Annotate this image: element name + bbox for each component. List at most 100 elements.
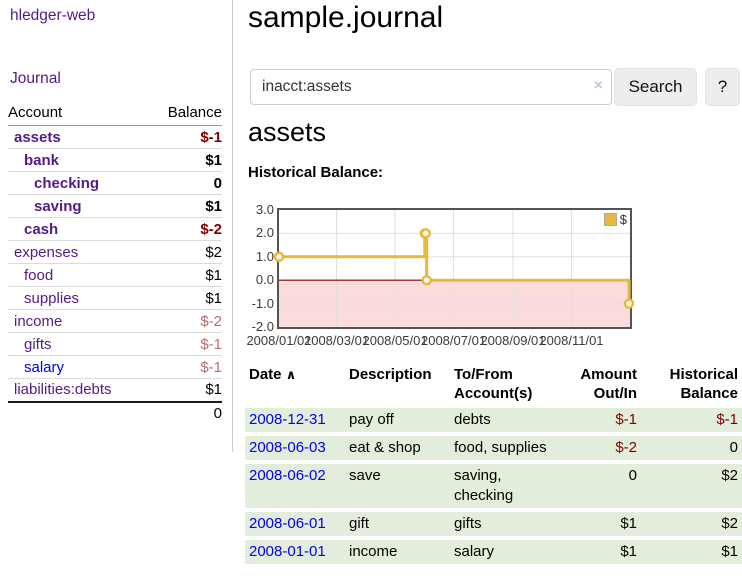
chart-ytick: 2.0 [255,225,274,241]
transaction-balance: $2 [641,464,742,508]
transaction-balance: $1 [641,540,742,564]
clear-search-icon[interactable]: × [593,77,603,94]
chart-ytick: 3.0 [255,202,274,217]
account-link-assets[interactable]: assets [14,128,61,146]
accounts-header-account: Account [8,101,149,126]
transaction-description: gift [345,512,450,536]
page-title: sample.journal [248,1,444,34]
transaction-date-link[interactable]: 2008-12-31 [249,411,326,428]
account-link-income[interactable]: income [14,312,63,330]
transaction-description: save [345,464,450,508]
account-link-expenses[interactable]: expenses [14,243,79,261]
account-row-income: income $-2 [8,309,222,333]
chart-xtick: 2008/05/01 [362,333,428,348]
chart-xtick: 2008/03/01 [303,333,370,348]
chart-xtick: 2008/11/01 [539,333,604,348]
chart-canvas [273,210,635,327]
register-row: 2008-01-01 income salary $1 $1 [245,540,742,564]
transaction-date-link[interactable]: 2008-06-02 [249,467,326,484]
transaction-amount: $-1 [560,408,641,432]
transaction-amount: $1 [560,540,641,564]
chart-title: Historical Balance: [248,164,384,181]
account-link-liabilities-debts[interactable]: liabilities:debts [14,381,112,399]
accounts-total-row: 0 [8,400,222,425]
account-link-cash[interactable]: cash [24,220,59,238]
account-row-saving: saving $1 [8,194,222,218]
sidebar: hledger-web Journal Account Balance asse… [0,0,233,452]
account-row-salary: salary $-1 [8,355,222,379]
accounts-total-value: 0 [148,400,222,425]
historical-balance-chart: 3.0 2.0 1.0 0.0 -1.0 -2.0 $ 2008/01/01 2… [246,200,668,350]
chart-ytick: -2.0 [251,319,274,334]
transaction-amount: 0 [560,464,641,508]
account-balance: $-2 [148,309,222,333]
account-link-salary[interactable]: salary [24,358,65,376]
account-link-checking[interactable]: checking [34,174,100,192]
register-header-amount: Amount Out/In [580,366,637,402]
transaction-tofrom: debts [450,408,560,432]
legend-label: $ [619,212,627,227]
transaction-description: eat & shop [345,436,450,460]
register-table-wrap: Date ∧ Description To/From Account(s) Am… [245,360,742,568]
account-link-food[interactable]: food [24,266,54,284]
account-link-bank[interactable]: bank [24,151,60,169]
account-row-supplies: supplies $1 [8,286,222,310]
transaction-date-link[interactable]: 2008-06-01 [249,515,326,532]
account-row-assets: assets $-1 [8,125,222,149]
register-header-description: Description [349,366,432,383]
transaction-description: pay off [345,408,450,432]
account-link-gifts[interactable]: gifts [24,335,52,353]
register-header-tofrom: To/From Account(s) [454,366,533,402]
chart-ytick: 0.0 [255,272,274,288]
account-row-expenses: expenses $2 [8,240,222,264]
accounts-header-balance: Balance [148,101,222,126]
chart-plot-area: $ [273,208,635,329]
register-row: 2008-06-03 eat & shop food, supplies $-2… [245,436,742,460]
register-header-date[interactable]: Date ∧ [249,366,297,383]
chart-xtick: 2008/07/01 [420,333,487,348]
main-content: sample.journal × Search ? assets Histori… [245,0,742,582]
account-balance: $-2 [148,217,222,241]
chart-ytick: -1.0 [251,295,274,311]
account-row-food: food $1 [8,263,222,287]
help-button[interactable]: ? [705,68,740,106]
sort-asc-icon: ∧ [285,367,297,382]
register-header-row: Date ∧ Description To/From Account(s) Am… [245,364,742,404]
transaction-date-link[interactable]: 2008-01-01 [249,543,326,560]
account-balance: $-1 [148,355,222,379]
register-row: 2008-12-31 pay off debts $-1 $-1 [245,408,742,432]
account-row-checking: checking 0 [8,171,222,195]
transaction-balance: $2 [641,512,742,536]
chart-xtick: 2008/09/01 [480,333,546,348]
register-row: 2008-06-02 save saving, checking 0 $2 [245,464,742,508]
account-link-supplies[interactable]: supplies [24,289,80,307]
sidebar-item-journal[interactable]: Journal [10,70,61,87]
chart-legend: $ [603,212,627,227]
account-balance: $2 [148,240,222,264]
account-heading: assets [248,117,327,147]
transaction-description: income [345,540,450,564]
account-balance: $1 [148,194,222,218]
transaction-amount: $-2 [560,436,641,460]
chart-xtick: 2008/01/01 [246,333,312,348]
account-link-saving[interactable]: saving [34,197,82,215]
search-input[interactable] [250,69,612,105]
account-balance: $1 [148,286,222,310]
transaction-tofrom: salary [450,540,560,564]
app-title-link[interactable]: hledger-web [10,7,96,24]
transaction-date-link[interactable]: 2008-06-03 [249,439,326,456]
search-button[interactable]: Search [614,68,697,106]
accounts-table: Account Balance assets $-1 bank $1 check… [8,101,222,425]
chart-ytick: 1.0 [255,248,274,264]
legend-swatch-icon [603,213,617,226]
account-row-cash: cash $-2 [8,217,222,241]
account-row-gifts: gifts $-1 [8,332,222,356]
account-balance: $1 [205,381,222,399]
transaction-amount: $1 [560,512,641,536]
account-balance: 0 [148,171,222,195]
account-row-bank: bank $1 [8,148,222,172]
account-balance: $-1 [148,332,222,356]
transaction-tofrom: gifts [450,512,560,536]
transaction-tofrom: food, supplies [450,436,560,460]
